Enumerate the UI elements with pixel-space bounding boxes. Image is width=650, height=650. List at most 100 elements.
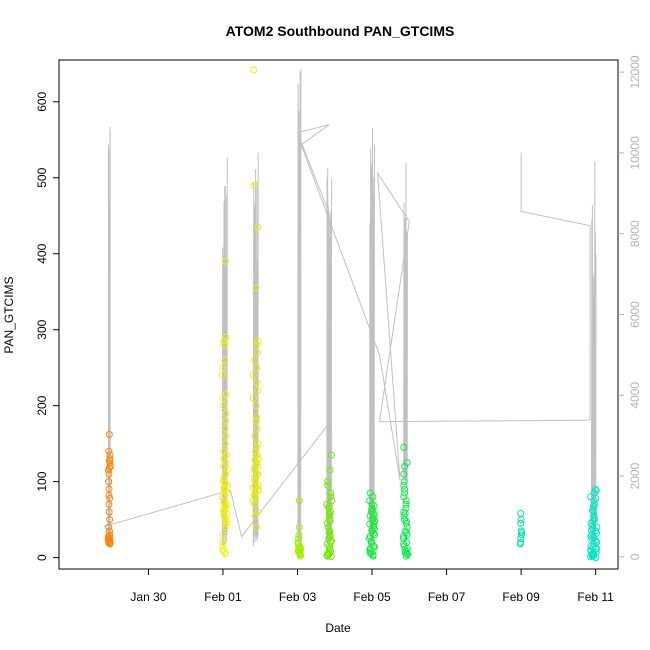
data-point [251, 456, 259, 464]
data-point [221, 479, 229, 487]
y2-tick-label: 6000 [628, 301, 642, 328]
data-point [221, 425, 229, 432]
data-point [371, 543, 379, 551]
data-point [222, 409, 230, 417]
data-point [400, 470, 408, 478]
data-point [104, 536, 112, 544]
data-point [251, 356, 259, 364]
data-point [328, 537, 336, 545]
data-point [294, 538, 302, 546]
data-point [324, 481, 332, 489]
data-point [517, 538, 525, 546]
data-point [250, 66, 258, 74]
x-tick-label: Jan 30 [130, 590, 166, 604]
data-point [105, 431, 113, 438]
data-point [254, 337, 262, 345]
data-point [220, 499, 228, 507]
y2-tick-label: 4000 [628, 382, 642, 409]
data-point [223, 518, 231, 526]
x-axis: Jan 30 Feb 01 Feb 03 Feb 05 Feb 07 Feb 09 Feb … [130, 569, 614, 604]
data-point [324, 523, 332, 531]
data-point [401, 485, 408, 493]
data-point [295, 523, 303, 531]
chart-title: ATOM2 Southbound PAN_GTCIMS [226, 23, 455, 39]
data-point [252, 523, 260, 531]
y2-axis: 0 2000 4000 6000 8000 10000 12000 [618, 55, 642, 560]
y-axis: 0 100 200 300 400 500 600 [35, 91, 59, 561]
y2-tick-label: 12000 [628, 55, 642, 89]
data-point [400, 535, 408, 543]
line-series [103, 68, 597, 549]
data-point [251, 432, 259, 440]
data-point [367, 550, 375, 558]
data-point [593, 523, 601, 531]
data-point [221, 487, 228, 495]
data-point [222, 417, 230, 425]
data-point [105, 485, 113, 493]
data-point [325, 549, 333, 557]
data-point [105, 464, 113, 472]
data-point [221, 356, 229, 364]
line-spike-5 [369, 128, 375, 549]
data-point [105, 539, 113, 547]
data-point [222, 459, 230, 467]
data-point [252, 417, 260, 425]
data-point [252, 447, 260, 455]
x-tick-label: Feb 05 [353, 590, 391, 604]
data-point [251, 493, 259, 501]
data-point [252, 402, 260, 410]
data-point [402, 519, 410, 527]
data-point [222, 257, 229, 265]
data-point [326, 517, 334, 525]
scatter-series [104, 66, 601, 562]
data-point [326, 532, 334, 540]
data-point [106, 527, 113, 535]
data-point [592, 485, 599, 493]
data-point [326, 466, 334, 474]
line-spike-6 [403, 162, 408, 483]
data-point [402, 517, 410, 525]
data-point [368, 505, 376, 513]
x-tick-label: Feb 07 [428, 590, 466, 604]
data-point [403, 459, 411, 467]
data-point [590, 533, 598, 541]
data-point [105, 478, 113, 486]
data-point [401, 489, 409, 497]
data-point [254, 440, 262, 448]
data-point [327, 451, 335, 459]
data-point [327, 493, 335, 501]
y-tick-label: 300 [35, 319, 49, 339]
y-tick-label: 400 [35, 243, 49, 263]
data-point [254, 387, 262, 394]
data-point [220, 402, 228, 410]
data-point [592, 545, 600, 553]
data-point [368, 500, 376, 508]
data-point [593, 538, 601, 546]
data-point [400, 443, 408, 451]
data-point [253, 364, 261, 372]
line-spike-0 [107, 126, 111, 547]
data-point [223, 466, 231, 474]
data-point [403, 529, 410, 536]
data-point [368, 526, 376, 534]
data-point [251, 500, 259, 508]
line-connector [103, 124, 591, 538]
data-point [402, 500, 410, 508]
data-point [219, 364, 227, 372]
data-point [254, 223, 262, 231]
data-point [105, 447, 113, 455]
data-point [366, 512, 374, 520]
data-point [400, 540, 408, 548]
data-point [400, 478, 408, 486]
data-point [400, 493, 408, 501]
y-tick-label: 200 [35, 395, 49, 415]
data-point [106, 516, 114, 524]
data-point [223, 510, 231, 517]
data-point [219, 542, 227, 550]
y2-tick-label: 2000 [628, 462, 642, 489]
data-point [295, 545, 303, 553]
x-tick-label: Feb 11 [577, 590, 614, 604]
data-point [366, 520, 374, 528]
data-point [592, 537, 600, 545]
